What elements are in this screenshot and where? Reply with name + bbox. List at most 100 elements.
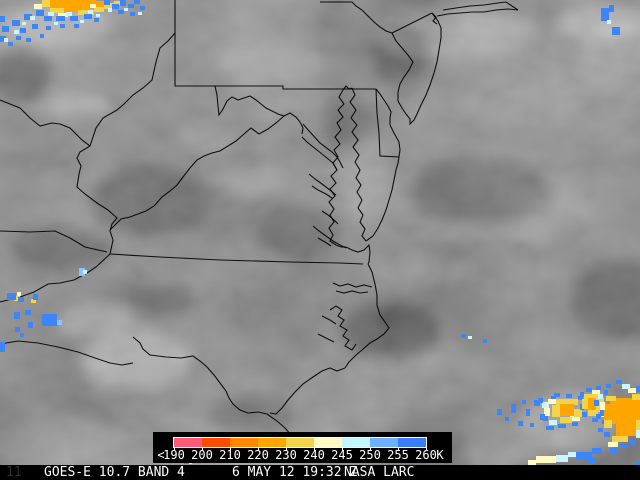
cold-cloud-pixel	[22, 22, 26, 25]
cold-cloud-pixel	[0, 342, 5, 352]
legend-less-than: <	[157, 448, 165, 462]
cold-cloud-pixel	[50, 8, 64, 13]
cold-cloud-pixel	[549, 420, 557, 425]
status-bar: 11 GOES-E 10.7 BAND 4 6 MAY 12 19:32 Z N…	[0, 465, 640, 480]
state-boundary-path	[76, 32, 176, 255]
cold-cloud-pixel	[632, 394, 640, 400]
state-boundary-path	[332, 282, 373, 288]
cold-cloud-pixel	[80, 20, 84, 23]
cold-cloud-pixel	[604, 404, 612, 420]
cold-cloud-pixel	[84, 14, 92, 19]
cold-cloud-pixel	[601, 8, 609, 21]
colorbar-tick	[342, 447, 343, 451]
state-boundary-path	[317, 333, 335, 343]
cold-cloud-pixel	[598, 428, 603, 432]
cold-cloud-pixel	[534, 400, 540, 406]
cold-cloud-pixel	[544, 408, 550, 416]
colorbar-segment	[174, 438, 202, 447]
cold-cloud-pixel	[580, 392, 584, 397]
cold-cloud-pixel	[596, 414, 601, 419]
state-boundary-path	[0, 230, 108, 253]
cold-cloud-pixel	[70, 16, 78, 21]
cold-cloud-pixel	[556, 399, 578, 405]
cold-cloud-pixel	[622, 384, 630, 389]
cold-cloud-pixel	[74, 24, 79, 28]
cold-cloud-pixel	[582, 399, 588, 409]
cold-cloud-pixel	[582, 412, 587, 417]
cold-cloud-pixel	[518, 421, 523, 426]
cold-cloud-pixel	[620, 444, 628, 448]
colorbar-segment	[258, 438, 286, 447]
state-boundary-path	[321, 315, 337, 325]
legend-tick-label: 255	[387, 448, 409, 462]
cold-cloud-pixel	[592, 418, 598, 422]
cold-cloud-pixel	[17, 292, 21, 296]
cold-cloud-pixel	[616, 424, 636, 436]
colorbar-segment	[202, 438, 230, 447]
colorbar-tick	[314, 447, 315, 451]
cold-cloud-pixel	[505, 417, 509, 421]
cold-cloud-pixel	[592, 390, 600, 394]
state-boundary-path	[505, 1, 519, 11]
state-boundary-path	[375, 88, 400, 158]
cold-cloud-pixel	[88, 10, 93, 14]
cold-cloud-pixel	[528, 460, 536, 465]
state-boundary-path	[389, 124, 401, 158]
cold-cloud-pixel	[16, 36, 21, 40]
state-boundary-path	[109, 115, 285, 231]
cold-cloud-pixel	[570, 415, 580, 421]
colorbar	[173, 437, 427, 448]
state-boundary-path	[416, 12, 442, 115]
cold-cloud-pixel	[124, 8, 128, 11]
colorbar-segment	[286, 438, 314, 447]
cold-cloud-pixel	[606, 384, 611, 388]
cold-cloud-pixel	[15, 327, 20, 332]
cold-cloud-pixel	[522, 400, 526, 404]
cold-cloud-pixel	[2, 26, 9, 32]
cold-cloud-pixel	[584, 394, 600, 399]
cold-cloud-pixel	[104, 0, 110, 5]
cold-cloud-pixel	[600, 410, 604, 416]
cold-cloud-pixel	[58, 13, 68, 17]
cold-cloud-pixel	[578, 396, 583, 400]
cold-cloud-pixel	[134, 0, 140, 4]
cold-cloud-pixel	[588, 410, 598, 416]
cold-cloud-pixel	[25, 310, 31, 315]
cold-cloud-pixel	[546, 426, 554, 430]
cold-cloud-pixel	[79, 268, 85, 276]
cold-cloud-pixel	[566, 394, 572, 398]
state-boundary-path	[375, 88, 392, 125]
colorbar-segment	[398, 438, 426, 447]
cold-cloud-pixel	[483, 339, 487, 343]
cold-cloud-pixel	[598, 394, 603, 399]
state-boundaries	[0, 0, 519, 443]
legend-unit: K	[436, 448, 444, 462]
cold-cloud-pixel	[543, 416, 548, 421]
state-boundary-path	[311, 185, 333, 199]
cold-cloud-pixel	[542, 402, 549, 408]
cold-cloud-pixel	[34, 4, 42, 9]
state-boundary-path	[0, 99, 91, 147]
cold-cloud-pixel	[60, 24, 65, 28]
cold-cloud-pixel	[114, 1, 124, 5]
cold-cloud-pixel	[497, 409, 502, 415]
state-boundary-path	[214, 85, 304, 135]
cold-cloud-pixel	[20, 333, 24, 337]
cold-cloud-pixel	[586, 388, 592, 392]
cold-cloud-pixel	[596, 386, 601, 390]
frame-number: 11	[6, 465, 22, 480]
cold-cloud-pixel	[8, 42, 13, 46]
cold-cloud-pixel	[57, 320, 62, 325]
state-boundary-path	[344, 263, 390, 369]
cold-cloud-pixel	[576, 452, 592, 460]
cold-cloud-pixel	[548, 399, 558, 404]
cold-cloud-pixel	[556, 455, 568, 462]
cold-cloud-pixel	[90, 4, 96, 8]
cold-cloud-pixel	[630, 440, 636, 445]
cold-cloud-pixel	[26, 38, 31, 42]
product-label: GOES-E 10.7 BAND 4	[44, 465, 185, 480]
state-boundary-path	[349, 87, 367, 242]
